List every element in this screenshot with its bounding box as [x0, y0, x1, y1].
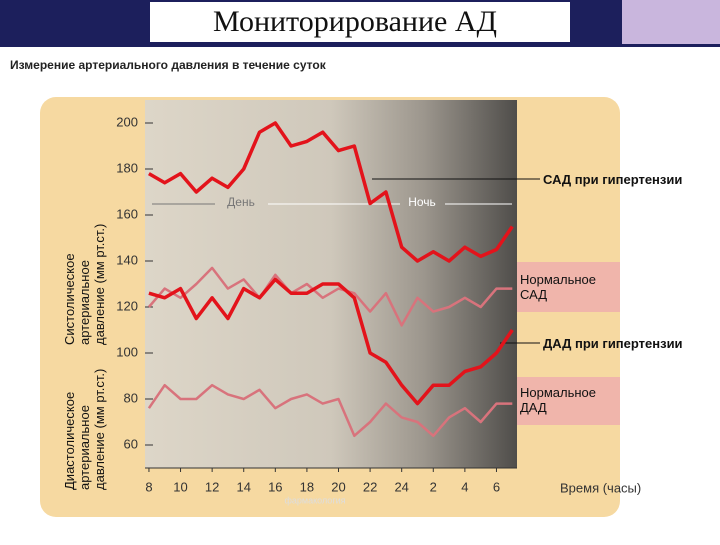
legend-label: САД при гипертензии — [543, 172, 683, 187]
y-tick-label: 60 — [124, 436, 138, 451]
x-tick-label: 12 — [205, 479, 219, 494]
normal-sys-box — [517, 262, 620, 312]
y-tick-label: 100 — [116, 344, 138, 359]
legend-label: ДАД при гипертензии — [543, 336, 683, 351]
x-tick-label: 8 — [145, 479, 152, 494]
y-tick-label: 160 — [116, 206, 138, 221]
decor — [622, 0, 720, 46]
x-tick-label: 6 — [493, 479, 500, 494]
y-axis-label: Диастолическое артериальное давление (мм… — [62, 368, 107, 490]
normal-dia-box — [517, 377, 620, 425]
y-tick-label: 80 — [124, 390, 138, 405]
series-line — [147, 383, 513, 438]
x-tick-label: 24 — [394, 479, 408, 494]
x-tick-label: 10 — [173, 479, 187, 494]
series-line — [148, 277, 514, 406]
title-rule — [0, 44, 720, 47]
series-line — [148, 121, 514, 263]
footer: фармакология — [285, 495, 346, 505]
x-tick-label: 4 — [461, 479, 468, 494]
x-tick-label: 22 — [363, 479, 377, 494]
y-tick-label: 180 — [116, 160, 138, 175]
annotation: Ночь — [408, 195, 436, 209]
x-tick-label: 20 — [331, 479, 345, 494]
y-tick-label: 120 — [116, 298, 138, 313]
annotation: День — [227, 195, 255, 209]
x-axis-label: Время (часы) — [560, 480, 641, 495]
x-tick-label: 2 — [430, 479, 437, 494]
x-tick-label: 14 — [236, 479, 250, 494]
y-axis-label: Систолическое артериальное давление (мм … — [62, 223, 107, 345]
chart-title: Измерение артериального давления в течен… — [10, 58, 327, 72]
title-box — [150, 2, 570, 42]
y-tick-label: 200 — [116, 114, 138, 129]
x-tick-label: 16 — [268, 479, 282, 494]
y-tick-label: 140 — [116, 252, 138, 267]
slide-title: Мониторирование АД — [213, 5, 497, 38]
series-line — [147, 266, 513, 327]
legend-label: Нормальное ДАД — [520, 385, 597, 415]
legend-label: Нормальное САД — [520, 272, 597, 302]
x-tick-label: 18 — [300, 479, 314, 494]
